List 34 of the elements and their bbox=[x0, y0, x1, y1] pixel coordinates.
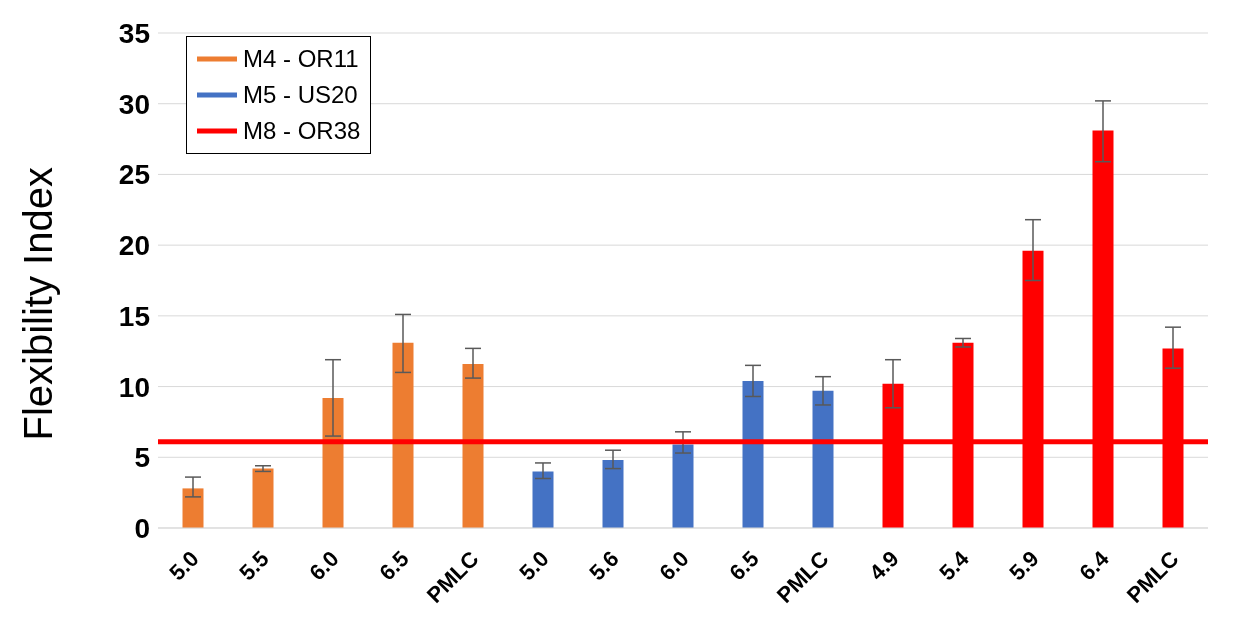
y-tick-label: 0 bbox=[134, 512, 150, 544]
y-tick-label: 30 bbox=[118, 88, 150, 120]
x-tick-label: 5.0 bbox=[164, 546, 204, 586]
y-tick-label: 10 bbox=[118, 371, 150, 403]
x-tick-label: 6.0 bbox=[304, 546, 344, 586]
x-tick-label: 5.6 bbox=[584, 546, 624, 586]
legend-label: M4 - OR11 bbox=[243, 45, 359, 73]
y-tick-label: 5 bbox=[134, 442, 150, 474]
x-tick-label: 6.4 bbox=[1074, 545, 1115, 586]
bar bbox=[532, 471, 554, 528]
bar bbox=[322, 397, 344, 528]
y-tick-label: 25 bbox=[118, 159, 150, 191]
bar bbox=[672, 444, 694, 528]
legend-label: M5 - US20 bbox=[243, 81, 358, 109]
y-tick-label: 20 bbox=[118, 230, 150, 262]
x-tick-label: 4.9 bbox=[864, 546, 904, 586]
bar bbox=[392, 342, 414, 528]
legend-label: M8 - OR38 bbox=[243, 117, 361, 145]
x-tick-label: 6.5 bbox=[374, 546, 414, 586]
bar bbox=[742, 380, 764, 528]
bar bbox=[252, 468, 274, 528]
bar bbox=[812, 390, 834, 528]
y-tick-label: 15 bbox=[118, 300, 150, 332]
x-tick-label: 5.9 bbox=[1004, 546, 1044, 586]
x-tick-label: 6.0 bbox=[654, 546, 694, 586]
bar bbox=[462, 363, 484, 528]
x-tick-label: 5.5 bbox=[234, 546, 274, 586]
x-tick-label: 6.5 bbox=[724, 546, 764, 586]
y-axis-title: Flexibility Index bbox=[16, 167, 61, 441]
x-tick-label: 5.4 bbox=[934, 545, 975, 586]
bar bbox=[602, 460, 624, 528]
x-tick-label: 5.0 bbox=[514, 546, 554, 586]
bar bbox=[182, 488, 204, 528]
y-tick-label: 35 bbox=[118, 17, 150, 49]
